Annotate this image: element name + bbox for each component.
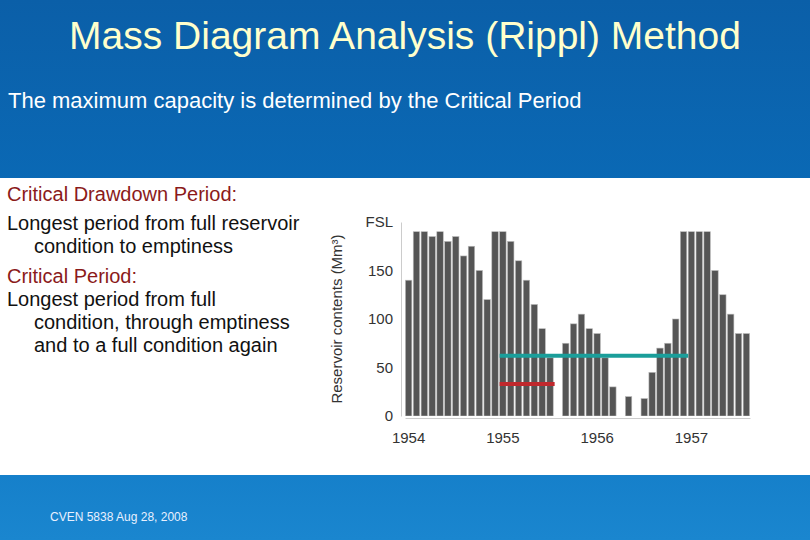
chart: 0 50 100 150 FSL 1954 1955 1956 1957 Reservoir co… xyxy=(310,178,810,475)
bar xyxy=(602,358,608,416)
bar xyxy=(649,372,655,416)
y-tick: 150 xyxy=(368,262,401,279)
bar xyxy=(539,329,545,416)
x-axis: 1954 1955 1956 1957 xyxy=(392,418,751,446)
y-tick-label: 50 xyxy=(376,359,393,376)
bar xyxy=(445,241,451,416)
bar xyxy=(476,271,482,417)
definition-term: Critical Period: xyxy=(0,264,310,288)
bar xyxy=(680,232,686,416)
slide-title: Mass Diagram Analysis (Rippl) Method xyxy=(0,14,810,58)
bar xyxy=(610,387,616,416)
bar xyxy=(720,295,726,416)
bar xyxy=(641,399,647,416)
bar xyxy=(727,314,733,416)
bar xyxy=(633,416,639,417)
bar xyxy=(688,232,694,416)
y-axis: 0 50 100 150 FSL xyxy=(365,213,401,424)
bar xyxy=(586,329,592,416)
slide-subtitle: The maximum capacity is determined by th… xyxy=(8,88,581,114)
bar xyxy=(523,280,529,416)
bar xyxy=(531,304,537,416)
bar xyxy=(657,348,663,416)
x-tick: 1955 xyxy=(486,418,519,446)
y-tick: 50 xyxy=(376,359,401,376)
definitions-box: Critical Drawdown Period: Longest period … xyxy=(0,178,310,475)
bar xyxy=(421,232,427,416)
y-tick-label: FSL xyxy=(365,213,393,230)
y-axis-title: Reservoir contents (Mm³) xyxy=(328,234,345,403)
bar xyxy=(413,232,419,416)
bar xyxy=(453,237,459,416)
y-tick: FSL xyxy=(365,213,401,230)
bar xyxy=(492,232,498,416)
bar xyxy=(570,324,576,416)
y-tick: 0 xyxy=(385,407,401,424)
bar xyxy=(405,280,411,416)
bar xyxy=(460,256,466,416)
bar xyxy=(712,271,718,417)
x-tick-label: 1956 xyxy=(580,429,613,446)
bar xyxy=(704,232,710,416)
chart-background xyxy=(310,178,810,475)
y-tick-label: 100 xyxy=(368,310,393,327)
x-axis-line xyxy=(406,418,751,419)
bar xyxy=(625,397,631,416)
bar xyxy=(437,232,443,416)
definition-text: Longest period from full reservoir condi… xyxy=(0,212,310,258)
y-axis-line xyxy=(401,223,402,417)
x-tick-label: 1955 xyxy=(486,429,519,446)
definition-term: Critical Drawdown Period: xyxy=(0,182,310,206)
bar xyxy=(617,416,623,417)
period-line xyxy=(500,354,689,358)
bar xyxy=(578,314,584,416)
y-tick-label: 0 xyxy=(385,407,393,424)
bar xyxy=(555,416,561,417)
plot-area xyxy=(405,232,749,416)
bar xyxy=(735,334,741,416)
x-tick-label: 1957 xyxy=(675,429,708,446)
bar xyxy=(508,241,514,416)
x-tick: 1954 xyxy=(392,418,425,446)
bar xyxy=(429,237,435,416)
definition-text: Longest period from full condition, thro… xyxy=(0,288,310,357)
x-tick-label: 1954 xyxy=(392,429,425,446)
bar xyxy=(594,334,600,416)
y-tick-label: 150 xyxy=(368,262,393,279)
bar xyxy=(500,232,506,416)
bar xyxy=(743,334,749,416)
bar xyxy=(547,358,553,416)
footer: CVEN 5838 Aug 28, 2008 xyxy=(50,510,187,524)
bar xyxy=(696,232,702,416)
chart-container: 0 50 100 150 FSL 1954 1955 1956 1957 Reservoir co… xyxy=(310,178,810,479)
bar xyxy=(484,300,490,416)
x-tick: 1957 xyxy=(675,418,708,446)
y-tick: 100 xyxy=(368,310,401,327)
bar xyxy=(468,246,474,416)
x-tick: 1956 xyxy=(580,418,613,446)
bar xyxy=(515,261,521,416)
bar xyxy=(672,319,678,416)
period-line xyxy=(500,382,555,386)
